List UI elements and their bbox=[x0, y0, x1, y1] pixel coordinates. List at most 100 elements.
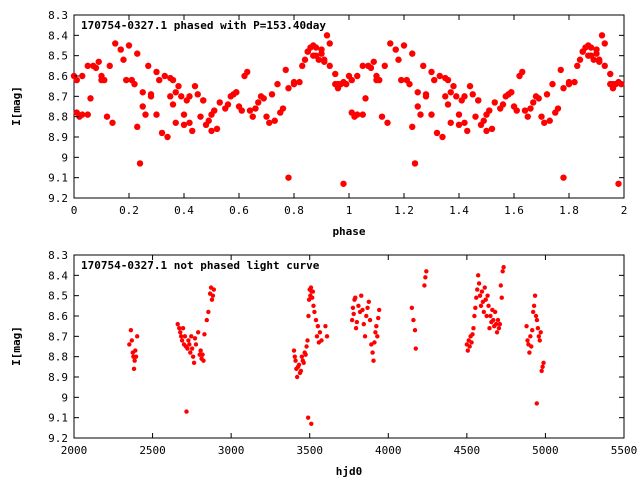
phased-data-point bbox=[238, 107, 245, 114]
unphased-y-tick-label: 8.7 bbox=[48, 330, 68, 343]
unphased-data-point bbox=[469, 340, 474, 345]
unphased-data-point bbox=[372, 340, 377, 345]
phased-data-point bbox=[109, 119, 116, 126]
unphased-data-point bbox=[201, 358, 206, 363]
unphased-x-tick-label: 5500 bbox=[611, 444, 638, 457]
phased-data-point bbox=[483, 127, 490, 135]
unphased-x-tick-label: 2000 bbox=[61, 444, 88, 457]
unphased-data-point bbox=[305, 415, 311, 420]
unphased-data-point bbox=[495, 317, 501, 323]
unphased-data-point bbox=[206, 309, 211, 315]
phased-data-point bbox=[271, 117, 278, 124]
unphased-data-point bbox=[481, 309, 487, 315]
phased-light-curve-panel: 0 0.2 0.4 0.6 0.8 1 1.2 1.4 1.6 1.8 2 8.3 8.4 8.5 8.6 8… bbox=[10, 9, 627, 238]
unphased-data-point bbox=[309, 421, 314, 426]
unphased-data-point bbox=[189, 346, 195, 351]
phased-data-point bbox=[475, 97, 482, 104]
phased-data-point bbox=[378, 113, 386, 120]
unphased-data-point bbox=[184, 409, 189, 414]
phased-data-point bbox=[156, 76, 163, 84]
phased-data-point bbox=[422, 91, 430, 98]
phased-x-tick-label: 1.2 bbox=[394, 204, 414, 217]
unphased-data-point bbox=[539, 368, 544, 374]
unphased-y-tick-label: 8.6 bbox=[48, 310, 68, 323]
phased-data-point bbox=[224, 101, 232, 108]
phased-data-point bbox=[296, 78, 303, 86]
unphased-data-point bbox=[411, 317, 416, 323]
phased-data-point bbox=[409, 50, 416, 57]
phased-data-point bbox=[79, 72, 86, 80]
phased-data-point bbox=[447, 119, 454, 126]
unphased-data-point bbox=[361, 321, 366, 327]
phased-data-point bbox=[246, 107, 254, 114]
unphased-data-point bbox=[371, 358, 376, 363]
phased-data-point bbox=[315, 56, 322, 63]
unphased-data-point bbox=[474, 295, 479, 300]
unphased-data-point bbox=[533, 313, 539, 319]
phased-data-point bbox=[376, 76, 383, 84]
phased-data-point bbox=[142, 111, 149, 118]
unphased-data-point bbox=[362, 334, 368, 339]
phased-data-point bbox=[472, 113, 479, 120]
phased-data-point bbox=[200, 97, 207, 104]
phased-data-point bbox=[186, 119, 193, 126]
phased-y-tick-label: 8.4 bbox=[48, 29, 68, 42]
phased-data-point bbox=[607, 70, 614, 78]
unphased-data-point bbox=[359, 293, 364, 298]
phased-data-point bbox=[145, 62, 152, 70]
phased-data-point bbox=[455, 121, 463, 128]
unphased-data-point bbox=[314, 334, 320, 339]
phased-data-point bbox=[172, 89, 179, 96]
unphased-y-tick-label: 8.8 bbox=[48, 351, 68, 364]
phased-data-point bbox=[359, 62, 366, 70]
phased-data-point bbox=[601, 40, 608, 47]
unphased-data-point bbox=[530, 328, 535, 333]
unphased-data-point bbox=[525, 338, 530, 343]
phased-data-point bbox=[455, 111, 463, 118]
phased-data-point bbox=[409, 123, 416, 131]
phased-data-point bbox=[395, 56, 402, 63]
phased-x-tick-label: 0 bbox=[71, 204, 78, 217]
unphased-data-point bbox=[186, 338, 191, 343]
phased-data-point bbox=[392, 46, 399, 53]
phased-data-point bbox=[285, 174, 292, 181]
phased-data-point bbox=[92, 64, 100, 72]
phased-data-point bbox=[186, 93, 193, 100]
phased-data-point bbox=[290, 80, 298, 88]
unphased-data-point bbox=[534, 401, 539, 406]
phased-data-point bbox=[444, 101, 452, 108]
unphased-data-point bbox=[479, 289, 485, 294]
phased-data-point bbox=[436, 72, 443, 80]
phased-data-point bbox=[84, 62, 91, 70]
unphased-data-point bbox=[413, 346, 418, 351]
phased-data-point bbox=[249, 113, 256, 120]
unphased-data-point bbox=[350, 305, 356, 311]
phased-data-point bbox=[131, 80, 138, 88]
unphased-data-point bbox=[535, 326, 541, 331]
unphased-x-tick-label: 3500 bbox=[296, 444, 323, 457]
phased-y-axis-label: I[mag] bbox=[10, 86, 23, 126]
phased-x-tick-label: 0.2 bbox=[119, 204, 139, 217]
unphased-data-point bbox=[189, 334, 194, 339]
phased-data-point bbox=[268, 91, 276, 98]
unphased-data-point bbox=[471, 326, 476, 331]
phased-data-point bbox=[398, 76, 405, 84]
unphased-data-point bbox=[349, 317, 355, 323]
unphased-data-point bbox=[323, 323, 328, 329]
phased-data-point bbox=[101, 76, 108, 84]
unphased-y-tick-label: 9.1 bbox=[48, 412, 68, 425]
unphased-x-axis-label: hjd0 bbox=[336, 465, 363, 478]
unphased-data-point bbox=[293, 358, 298, 363]
unphased-data-point bbox=[296, 362, 302, 367]
unphased-data-point bbox=[531, 303, 537, 309]
phased-data-point bbox=[593, 46, 600, 53]
phased-data-point bbox=[153, 111, 160, 118]
phased-data-point bbox=[527, 105, 534, 112]
phased-data-point bbox=[136, 160, 144, 167]
unphased-data-point bbox=[306, 313, 311, 319]
phased-data-point bbox=[123, 76, 130, 84]
unphased-data-point bbox=[131, 366, 137, 372]
phased-chart-title: 170754-0327.1 phased with P=153.40day bbox=[81, 19, 326, 32]
unphased-data-point bbox=[476, 281, 482, 286]
